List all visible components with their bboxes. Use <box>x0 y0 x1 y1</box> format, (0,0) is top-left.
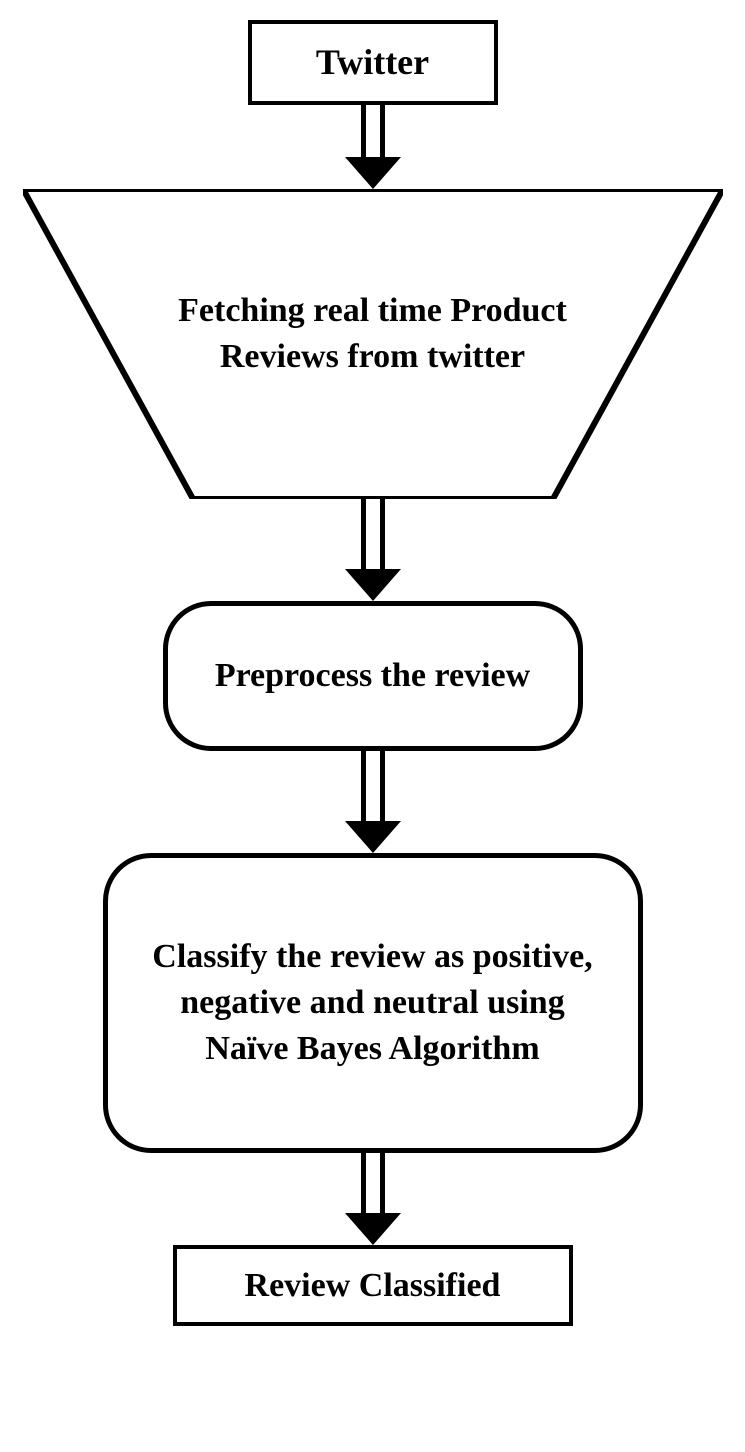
node-result-label: Review Classified <box>245 1263 501 1309</box>
node-fetch: Fetching real time Product Reviews from … <box>23 189 723 499</box>
node-classify: Classify the review as positive, negativ… <box>103 853 643 1153</box>
node-fetch-label: Fetching real time Product Reviews from … <box>113 288 633 380</box>
node-result: Review Classified <box>173 1245 573 1327</box>
node-preprocess-label: Preprocess the review <box>215 653 530 699</box>
arrow-3 <box>345 751 401 853</box>
node-twitter-label: Twitter <box>316 38 429 87</box>
arrow-4 <box>345 1153 401 1245</box>
node-twitter: Twitter <box>248 20 498 105</box>
arrow-2 <box>345 499 401 601</box>
node-preprocess: Preprocess the review <box>163 601 583 751</box>
arrow-1 <box>345 105 401 189</box>
node-classify-label: Classify the review as positive, negativ… <box>143 934 603 1072</box>
flowchart-container: Twitter Fetching real time Product Revie… <box>23 20 723 1326</box>
